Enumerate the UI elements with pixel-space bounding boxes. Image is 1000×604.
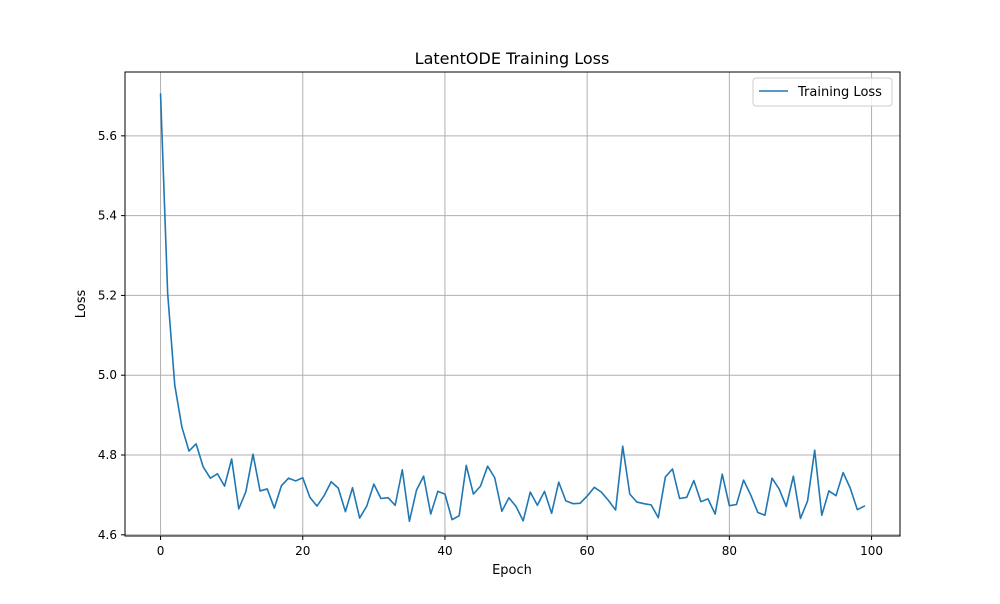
x-tick-label: 100 [860, 544, 883, 558]
x-tick-label: 80 [722, 544, 737, 558]
grid [125, 72, 900, 536]
y-tick-label: 4.6 [98, 528, 117, 542]
y-tick-label: 5.6 [98, 129, 117, 143]
chart-title: LatentODE Training Loss [415, 49, 610, 68]
y-axis-ticks: 4.6 4.8 5.0 5.2 5.4 5.6 [98, 129, 125, 542]
x-axis-label: Epoch [492, 563, 532, 578]
x-axis-ticks: 0 20 40 60 80 100 [157, 536, 883, 558]
legend-label: Training Loss [797, 85, 882, 100]
training-loss-line [159, 93, 866, 523]
y-axis-label: Loss [74, 290, 89, 319]
x-tick-label: 40 [437, 544, 452, 558]
x-tick-label: 60 [580, 544, 595, 558]
y-tick-label: 5.2 [98, 288, 117, 302]
legend: Training Loss [752, 77, 893, 107]
x-tick-label: 20 [295, 544, 310, 558]
x-tick-label: 0 [157, 544, 165, 558]
y-tick-label: 4.8 [98, 448, 117, 462]
y-tick-label: 5.4 [98, 209, 117, 223]
y-tick-label: 5.0 [98, 368, 117, 382]
legend-box [752, 77, 893, 107]
plot-frame [124, 71, 901, 537]
